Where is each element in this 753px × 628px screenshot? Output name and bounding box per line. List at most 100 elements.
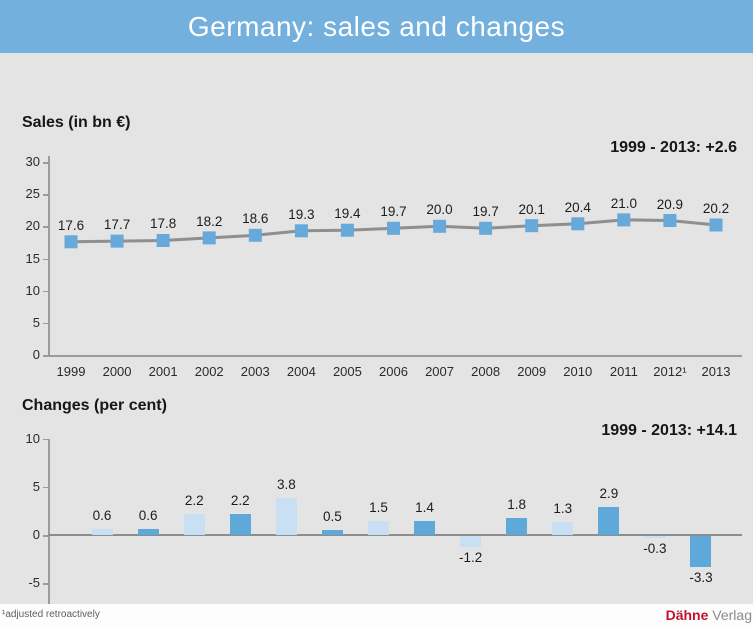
sales-y-tick-mark bbox=[43, 258, 48, 260]
sales-y-tick-label: 30 bbox=[25, 154, 40, 169]
sales-year-label: 2002 bbox=[194, 364, 224, 379]
changes-value-label: 1.4 bbox=[415, 500, 434, 516]
changes-bar bbox=[506, 517, 528, 535]
sales-y-axis-line bbox=[48, 156, 50, 355]
sales-year-label: 1999 bbox=[56, 364, 86, 379]
sales-year-label: 2006 bbox=[379, 364, 408, 379]
changes-chart-heading: Changes (per cent) bbox=[22, 397, 167, 414]
changes-y-tick-mark bbox=[43, 535, 48, 537]
sales-year-label: 2011 bbox=[609, 364, 638, 379]
sales-data-point-marker bbox=[617, 213, 631, 227]
changes-bar bbox=[275, 498, 297, 535]
sales-y-tick-mark bbox=[43, 194, 48, 196]
sales-value-label: 20.2 bbox=[702, 201, 730, 217]
chart-area: Sales (in bn €) 1999 - 2013: +2.6 Change… bbox=[0, 53, 753, 628]
changes-bar bbox=[91, 529, 113, 535]
changes-value-label: 1.3 bbox=[553, 501, 573, 517]
sales-value-label: 20.0 bbox=[426, 202, 453, 218]
changes-value-label: 1.5 bbox=[369, 499, 388, 515]
changes-zero-line bbox=[48, 534, 742, 536]
changes-bar bbox=[414, 521, 436, 535]
sales-value-label: 18.6 bbox=[242, 211, 269, 227]
sales-year-label: 2010 bbox=[563, 364, 593, 379]
changes-value-label: -3.3 bbox=[689, 569, 713, 585]
sales-value-label: 17.7 bbox=[103, 217, 131, 233]
changes-bar bbox=[552, 522, 574, 535]
sales-value-label: 17.6 bbox=[57, 217, 85, 233]
header-bar: Germany: sales and changes bbox=[0, 0, 753, 53]
changes-bar bbox=[690, 535, 712, 568]
sales-chart-heading: Sales (in bn €) bbox=[22, 114, 131, 131]
changes-y-tick-label: 0 bbox=[32, 527, 40, 542]
sales-value-label: 19.3 bbox=[288, 206, 315, 222]
sales-value-label: 19.7 bbox=[380, 204, 407, 220]
sales-total-change-annotation: 1999 - 2013: +2.6 bbox=[610, 139, 737, 156]
sales-y-tick-label: 5 bbox=[32, 314, 40, 330]
publisher-brand: Dähne bbox=[665, 607, 709, 623]
changes-bar bbox=[321, 530, 343, 535]
changes-bar bbox=[644, 535, 666, 539]
sales-year-label: 2012¹ bbox=[653, 364, 687, 379]
changes-bar bbox=[460, 535, 482, 548]
sales-data-point-marker bbox=[663, 214, 677, 227]
changes-value-label: 0.6 bbox=[138, 508, 158, 524]
sales-data-point-marker bbox=[571, 217, 585, 231]
changes-y-tick-mark bbox=[43, 486, 48, 489]
footnote-adjusted-retroactively: ¹adjusted retroactively bbox=[2, 609, 100, 620]
sales-year-label: 2001 bbox=[148, 364, 178, 379]
sales-year-label: 2009 bbox=[517, 364, 547, 379]
sales-data-point-marker bbox=[525, 219, 539, 233]
sales-data-point-marker bbox=[110, 234, 124, 248]
sales-y-tick-mark bbox=[43, 322, 48, 325]
sales-value-label: 21.0 bbox=[610, 195, 637, 211]
sales-y-tick-mark bbox=[43, 162, 48, 164]
sales-data-point-marker bbox=[202, 231, 216, 245]
sales-value-label: 18.2 bbox=[196, 213, 223, 229]
changes-value-label: 3.8 bbox=[276, 477, 296, 493]
sales-year-label: 2007 bbox=[425, 364, 454, 379]
sales-data-point-marker bbox=[709, 218, 723, 232]
page-title: Germany: sales and changes bbox=[187, 10, 566, 42]
sales-data-point-marker bbox=[248, 228, 262, 242]
sales-line-series bbox=[64, 213, 723, 249]
sales-x-axis-line bbox=[48, 355, 742, 357]
sales-y-tick-label: 20 bbox=[25, 218, 40, 234]
changes-value-label: 2.2 bbox=[184, 492, 204, 508]
changes-value-label: 0.6 bbox=[92, 508, 112, 524]
sales-year-label: 2013 bbox=[701, 364, 731, 379]
changes-y-tick-mark bbox=[43, 583, 48, 585]
sales-data-point-marker bbox=[433, 219, 447, 233]
sales-value-label: 20.1 bbox=[518, 201, 545, 217]
sales-y-tick-label: 0 bbox=[32, 347, 40, 362]
sales-y-tick-mark bbox=[43, 355, 48, 357]
publisher-logo: Dähne Verlag bbox=[666, 607, 752, 623]
changes-value-label: 2.9 bbox=[599, 486, 619, 501]
sales-data-point-marker bbox=[294, 224, 308, 238]
changes-value-label: 1.8 bbox=[507, 496, 527, 512]
changes-bar bbox=[137, 529, 159, 535]
changes-value-label: 2.2 bbox=[230, 492, 250, 508]
changes-total-change-annotation: 1999 - 2013: +14.1 bbox=[601, 422, 737, 439]
sales-data-point-marker bbox=[64, 235, 78, 249]
sales-data-point-marker bbox=[387, 221, 400, 235]
sales-data-point-marker bbox=[156, 234, 170, 247]
sales-value-label: 19.4 bbox=[334, 206, 361, 222]
sales-y-tick-label: 15 bbox=[25, 250, 40, 266]
changes-bar bbox=[367, 520, 389, 535]
charts-layer: 0 5 10 15 20 25 30 1999 2000 2001 2002 2003 2004 2005… bbox=[0, 53, 753, 628]
changes-value-label: 0.5 bbox=[323, 509, 342, 525]
sales-value-label: 17.8 bbox=[149, 216, 177, 232]
sales-y-tick-mark bbox=[43, 290, 48, 293]
sales-value-label: 20.9 bbox=[656, 196, 684, 212]
sales-year-label: 2000 bbox=[102, 364, 132, 379]
publisher-suffix: Verlag bbox=[708, 607, 752, 623]
sales-data-point-marker bbox=[340, 223, 354, 237]
sales-year-label: 2005 bbox=[332, 364, 362, 379]
footer-bar: ¹adjusted retroactively Dähne Verlag bbox=[0, 604, 753, 628]
sales-y-tick-label: 10 bbox=[25, 282, 40, 298]
sales-year-label: 2003 bbox=[240, 364, 270, 379]
changes-bar bbox=[229, 513, 251, 535]
sales-value-label: 20.4 bbox=[564, 199, 591, 215]
changes-y-tick-label: 10 bbox=[25, 430, 40, 446]
changes-bar bbox=[183, 513, 205, 535]
